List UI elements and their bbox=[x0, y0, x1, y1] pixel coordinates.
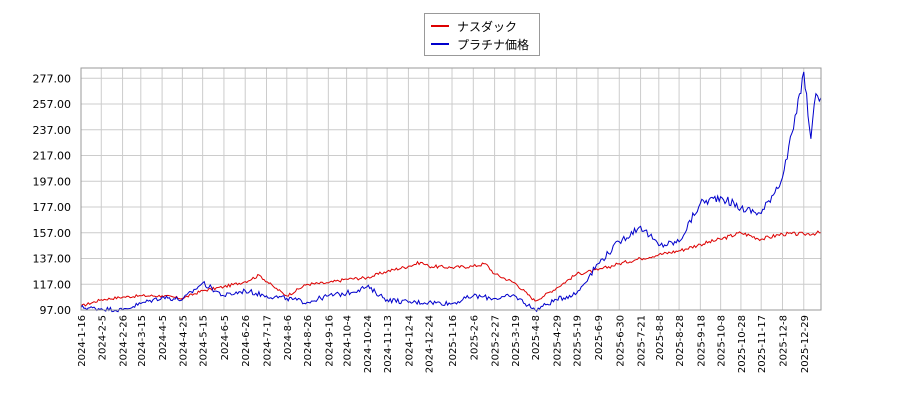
vertical-gridlines bbox=[80, 68, 805, 310]
y-tick-label: 237.00 bbox=[33, 124, 72, 137]
y-tick-label: 257.00 bbox=[33, 98, 72, 111]
horizontal-gridlines bbox=[81, 77, 821, 311]
legend-label-nasdaq: ナスダック bbox=[457, 19, 518, 34]
x-tick-label: 2025-8-28 bbox=[675, 315, 686, 367]
x-tick-label: 2024-9-16 bbox=[324, 315, 335, 367]
y-tick-label: 97.00 bbox=[40, 304, 72, 317]
x-axis-tick-labels: 2024-1-16 2024-2-5 2024-2-26 2024-3-15 2024-… bbox=[77, 315, 811, 373]
x-tick-label: 2024-6-26 bbox=[241, 315, 252, 367]
x-tick-label: 2024-1-16 bbox=[77, 315, 88, 367]
x-tick-label: 2025-4-8 bbox=[531, 315, 542, 360]
x-tick-label: 2024-11-13 bbox=[383, 315, 394, 373]
x-tick-label: 2025-1-16 bbox=[448, 315, 459, 367]
x-tick-label: 2024-2-26 bbox=[119, 315, 130, 367]
legend-item-nasdaq: ナスダック bbox=[431, 17, 517, 35]
x-tick-label: 2025-2-6 bbox=[469, 315, 480, 360]
x-tick-label: 2024-10-4 bbox=[343, 315, 354, 367]
x-tick-label: 2025-11-17 bbox=[757, 315, 768, 373]
x-tick-label: 2025-9-18 bbox=[696, 315, 707, 367]
x-tick-label: 2025-4-29 bbox=[552, 315, 563, 367]
y-tick-label: 217.00 bbox=[33, 150, 72, 163]
x-tick-label: 2025-8-8 bbox=[655, 315, 666, 360]
x-tick-label: 2025-2-27 bbox=[491, 315, 502, 367]
legend: ナスダック プラチナ価格 bbox=[424, 13, 540, 56]
legend-swatch-platinum bbox=[431, 43, 449, 45]
x-tick-label: 2025-6-9 bbox=[594, 315, 605, 360]
y-tick-label: 277.00 bbox=[33, 72, 72, 85]
y-tick-label: 157.00 bbox=[33, 227, 72, 240]
x-tick-label: 2025-12-8 bbox=[778, 315, 789, 367]
x-tick-label: 2024-2-5 bbox=[97, 315, 108, 360]
x-tick-label: 2024-12-24 bbox=[425, 315, 436, 373]
x-tick-label: 2024-10-24 bbox=[363, 315, 374, 373]
x-tick-label: 2025-3-19 bbox=[511, 315, 522, 367]
x-tick-label: 2025-7-21 bbox=[637, 315, 648, 367]
x-tick-label: 2025-10-8 bbox=[717, 315, 728, 367]
x-tick-label: 2025-12-29 bbox=[800, 315, 811, 373]
x-tick-label: 2024-8-6 bbox=[283, 315, 294, 360]
x-tick-label: 2025-10-28 bbox=[737, 315, 748, 373]
y-tick-label: 197.00 bbox=[33, 175, 72, 188]
y-axis-tick-labels: 97.00 117.00 137.00 157.00 177.00 197.00 217.0… bbox=[33, 72, 72, 317]
x-tick-label: 2024-4-5 bbox=[158, 315, 169, 360]
y-tick-label: 137.00 bbox=[33, 253, 72, 266]
x-tick-label: 2024-12-4 bbox=[404, 315, 415, 367]
y-tick-label: 177.00 bbox=[33, 201, 72, 214]
x-tick-label: 2025-6-30 bbox=[615, 315, 626, 367]
y-tick-label: 117.00 bbox=[33, 278, 72, 291]
x-tick-label: 2024-6-5 bbox=[220, 315, 231, 360]
plot-area-frame bbox=[80, 67, 822, 311]
series-line-platinum bbox=[80, 71, 822, 313]
x-tick-label: 2024-3-15 bbox=[137, 315, 148, 367]
x-tick-label: 2024-8-26 bbox=[303, 315, 314, 367]
legend-swatch-nasdaq bbox=[431, 25, 449, 27]
legend-label-platinum: プラチナ価格 bbox=[457, 37, 530, 52]
series-line-nasdaq bbox=[80, 230, 821, 307]
x-tick-label: 2024-5-15 bbox=[199, 315, 210, 367]
x-tick-label: 2025-5-19 bbox=[573, 315, 584, 367]
x-tick-label: 2024-4-25 bbox=[178, 315, 189, 367]
x-tick-label: 2024-7-17 bbox=[263, 315, 274, 367]
legend-item-platinum: プラチナ価格 bbox=[431, 35, 529, 53]
series-layer bbox=[80, 71, 822, 313]
